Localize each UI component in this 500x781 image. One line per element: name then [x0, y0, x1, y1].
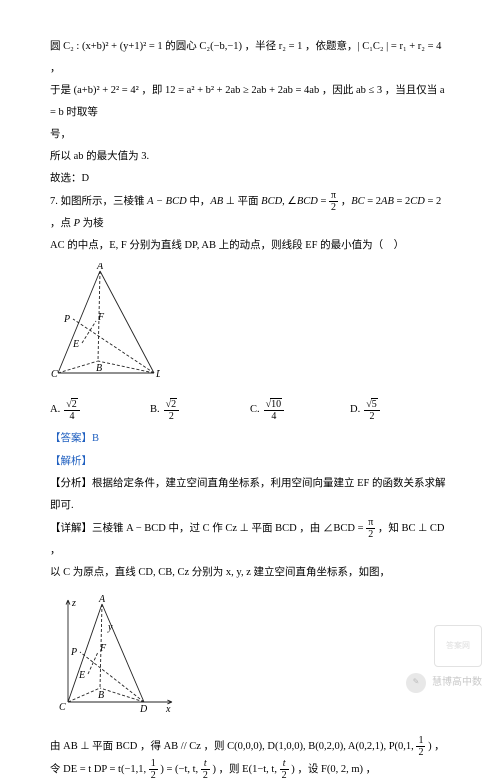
- svg-text:F: F: [97, 312, 105, 323]
- svg-text:D: D: [139, 704, 148, 715]
- solution-line-3: 号，: [50, 124, 450, 146]
- choice-b: B. 2 2: [150, 398, 250, 422]
- q7-line-2: AC 的中点，E, F 分别为直线 DP, AB 上的动点，则线段 EF 的最小…: [50, 235, 450, 257]
- diagram-2-svg: A B C D P E Fx z y: [50, 590, 180, 720]
- svg-text:B: B: [98, 690, 104, 701]
- svg-text:E: E: [78, 670, 85, 681]
- b1a: 由 AB ⊥ 平面 BCD ，得 AB // Cz ，则 C(0,0,0), D…: [50, 741, 414, 752]
- svg-text:A: A: [98, 594, 106, 605]
- svg-text:C: C: [59, 702, 66, 713]
- svg-text:D: D: [155, 369, 160, 380]
- watermark-text: ✎ 慧博高中数: [406, 672, 482, 693]
- svg-text:x: x: [165, 704, 171, 715]
- choice-a-frac: 2 4: [64, 398, 80, 422]
- detail-line-2: 以 C 为原点，直线 CD, CB, Cz 分别为 x, y, z 建立空间直角…: [50, 562, 450, 584]
- svg-text:P: P: [70, 647, 77, 658]
- choice-d-label: D.: [350, 399, 360, 421]
- half-1: 12: [416, 735, 425, 758]
- choice-b-frac: 2 2: [164, 398, 180, 422]
- svg-text:P: P: [63, 314, 70, 325]
- pi-over-2-b: π 2: [366, 517, 375, 540]
- choice-c-frac: 10 4: [264, 398, 285, 422]
- analysis-label: 【解析】: [50, 451, 450, 473]
- diagram-2: A B C D P E Fx z y: [50, 590, 450, 729]
- svg-text:y: y: [107, 622, 113, 633]
- half-2: 12: [149, 758, 158, 781]
- q7-text-1: 7. 如图所示，三棱锥 A − BCD 中，AB ⊥ 平面 BCD, ∠BCD …: [50, 196, 329, 207]
- diagram-1-svg: A B C D P E F: [50, 263, 160, 383]
- solution-line-2: 于是 (a+b)² + 2² = 4² ，即 12 = a² + b² + 2a…: [50, 80, 450, 124]
- answer-label: 【答案】B: [50, 428, 450, 450]
- t-over-2-a: t2: [201, 758, 210, 781]
- pi-over-2: π 2: [329, 190, 338, 213]
- watermark-icon: ✎: [406, 673, 426, 693]
- solution-line-1: 圆 C₂ : (x+b)² + (y+1)² = 1 的圆心 C₂(−b,−1)…: [50, 36, 450, 80]
- svg-text:A: A: [96, 263, 104, 272]
- t-over-2-b: t2: [280, 758, 289, 781]
- solution-line-5: 故选：D: [50, 168, 450, 190]
- fenxi-line: 【分析】根据给定条件，建立空间直角坐标系，利用空间向量建立 EF 的函数关系求解…: [50, 473, 450, 517]
- choice-a-label: A.: [50, 399, 60, 421]
- detail-line-1: 【详解】三棱锥 A − BCD 中，过 C 作 Cz ⊥ 平面 BCD ，由 ∠…: [50, 517, 450, 562]
- q7-line-1: 7. 如图所示，三棱锥 A − BCD 中，AB ⊥ 平面 BCD, ∠BCD …: [50, 190, 450, 235]
- b2b: ) = (−t, t,: [160, 764, 200, 775]
- bottom-line-1: 由 AB ⊥ 平面 BCD ，得 AB // Cz ，则 C(0,0,0), D…: [50, 735, 450, 758]
- b2d: ) ，设 F(0, 2, m) ，: [291, 764, 376, 775]
- choice-c-label: C.: [250, 399, 260, 421]
- svg-text:z: z: [71, 598, 76, 609]
- bottom-line-2: 令 DE = t DP = t(−1,1, 12 ) = (−t, t, t2 …: [50, 758, 450, 781]
- b2a: 令 DE = t DP = t(−1,1,: [50, 764, 146, 775]
- choice-c: C. 10 4: [250, 398, 350, 422]
- b1b: ) ，: [428, 741, 445, 752]
- watermark-box: 答案网: [434, 625, 482, 667]
- detail-1a: 【详解】三棱锥 A − BCD 中，过 C 作 Cz ⊥ 平面 BCD ，由 ∠…: [50, 523, 366, 534]
- solution-line-4: 所以 ab 的最大值为 3.: [50, 146, 450, 168]
- diagram-1: A B C D P E F: [50, 263, 450, 392]
- answer-choices: A. 2 4 B. 2 2 C. 10 4 D. 5 2: [50, 398, 450, 422]
- svg-text:C: C: [51, 369, 58, 380]
- svg-text:E: E: [72, 339, 79, 350]
- choice-d-frac: 5 2: [364, 398, 380, 422]
- choice-a: A. 2 4: [50, 398, 150, 422]
- choice-b-label: B.: [150, 399, 160, 421]
- svg-text:F: F: [99, 643, 107, 654]
- b2c: ) ，则 E(1−t, t,: [212, 764, 279, 775]
- svg-text:B: B: [96, 363, 102, 374]
- choice-d: D. 5 2: [350, 398, 450, 422]
